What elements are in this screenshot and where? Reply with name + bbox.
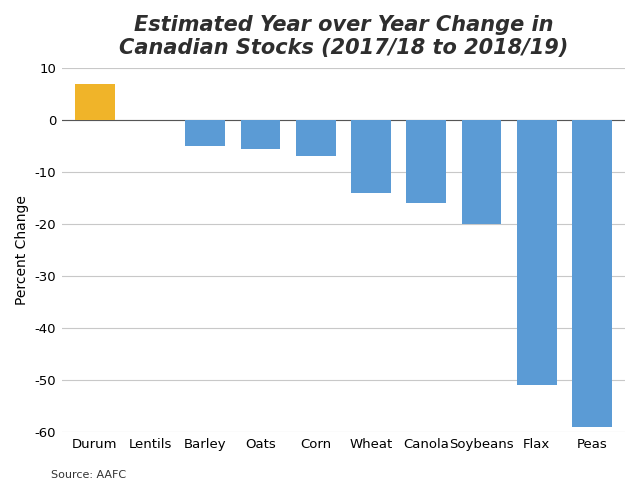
Text: Source: AAFC: Source: AAFC bbox=[51, 469, 126, 480]
Bar bbox=[461, 120, 501, 224]
Title: Estimated Year over Year Change in
Canadian Stocks (2017/18 to 2018/19): Estimated Year over Year Change in Canad… bbox=[119, 15, 568, 58]
Bar bbox=[351, 120, 391, 193]
Bar bbox=[186, 120, 225, 146]
Bar bbox=[75, 84, 115, 120]
Bar bbox=[406, 120, 446, 203]
Bar bbox=[241, 120, 280, 149]
Bar bbox=[296, 120, 335, 156]
Bar bbox=[572, 120, 612, 427]
Y-axis label: Percent Change: Percent Change bbox=[15, 195, 29, 305]
Bar bbox=[516, 120, 557, 385]
